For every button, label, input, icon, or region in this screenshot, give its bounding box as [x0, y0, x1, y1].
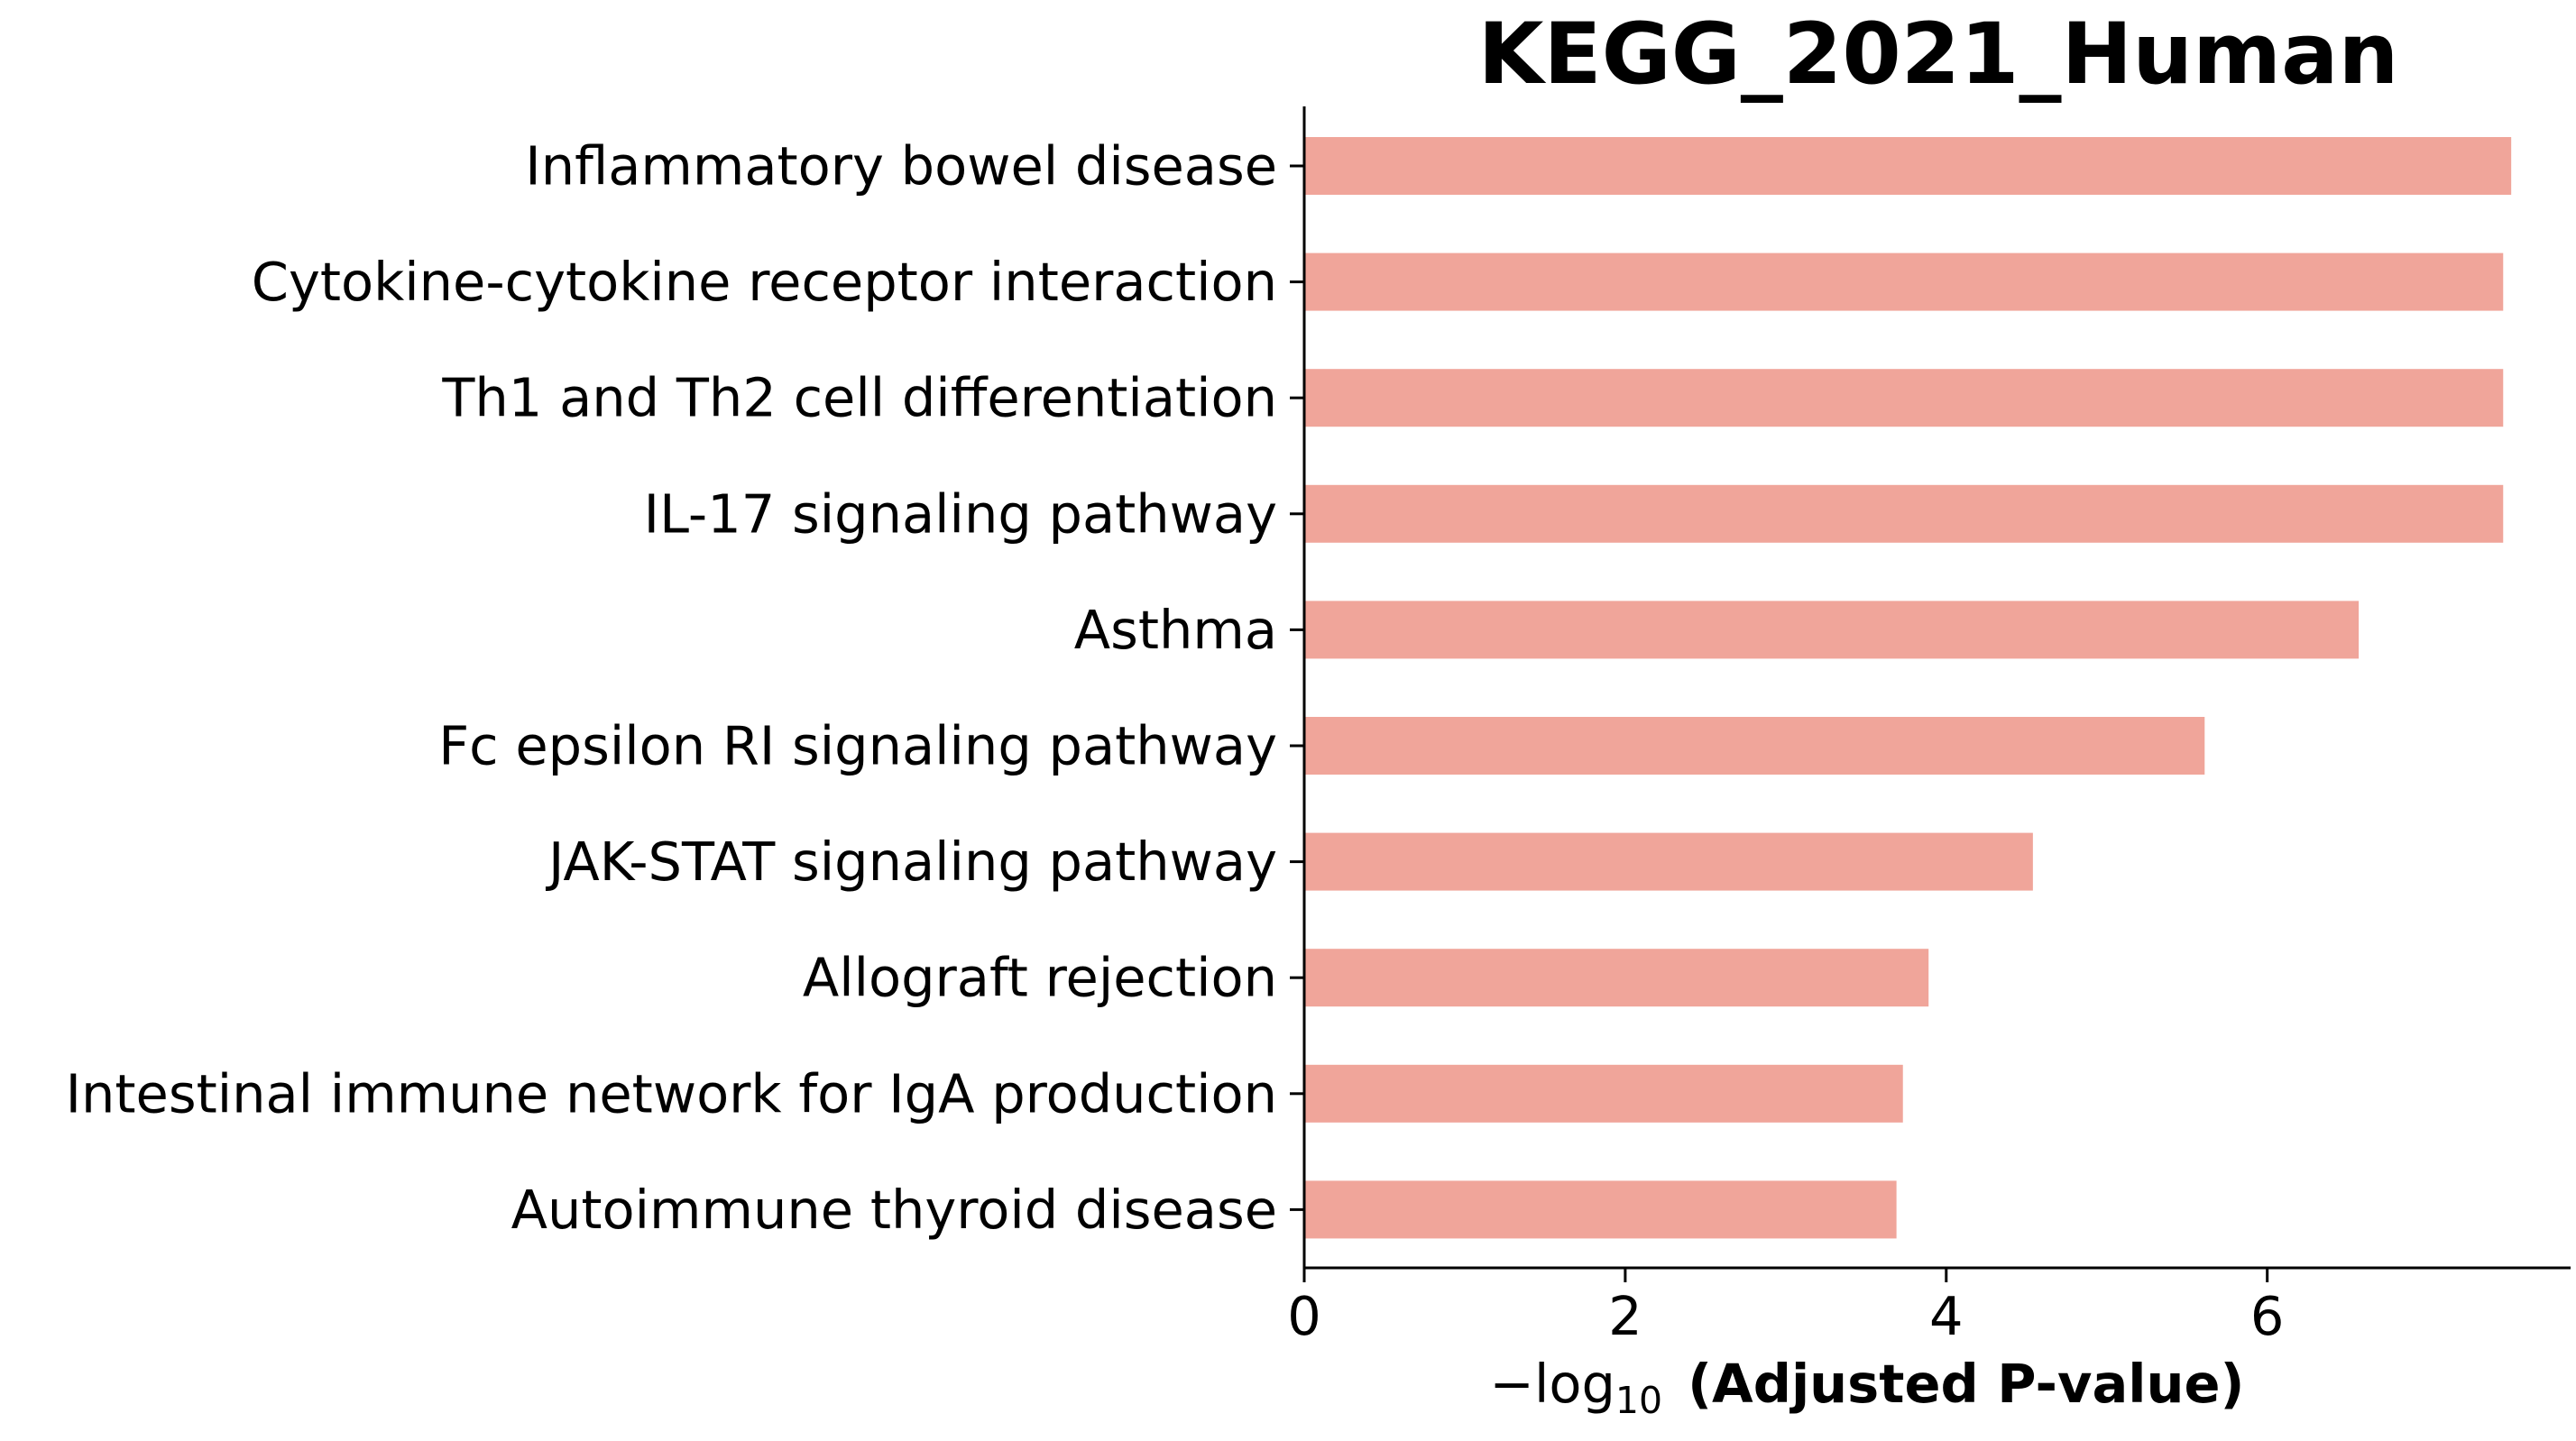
bar-10 — [1304, 1180, 1897, 1239]
bar-6 — [1304, 717, 2205, 775]
x-ticks: 0 2 4 6 — [1287, 1268, 2284, 1347]
bars — [1304, 137, 2512, 1239]
bar-9 — [1304, 1064, 1903, 1123]
category-label-6: Fc epsilon RI signaling pathway — [438, 715, 1277, 777]
bar-5 — [1304, 601, 2360, 659]
x-axis-label: −log10 (Adjusted P-value) — [1490, 1353, 2245, 1422]
bar-3 — [1304, 369, 2504, 427]
bar-8 — [1304, 949, 1929, 1007]
x-tick-label-1: 0 — [1287, 1285, 1321, 1347]
category-label-1: Inflammatory bowel disease — [525, 135, 1277, 197]
x-axis-label-main: (Adjusted P-value) — [1688, 1353, 2244, 1415]
category-label-2: Cytokine-cytokine receptor interaction — [252, 251, 1277, 313]
chart-title: KEGG_2021_Human — [1478, 5, 2399, 104]
x-axis-label-subscript: 10 — [1615, 1379, 1662, 1422]
category-label-5: Asthma — [1074, 599, 1277, 661]
category-label-4: IL-17 signaling pathway — [644, 482, 1277, 545]
category-label-3: Th1 and Th2 cell differentiation — [441, 367, 1277, 429]
category-label-7: JAK-STAT signaling pathway — [545, 831, 1277, 893]
category-label-9: Intestinal immune network for IgA produc… — [66, 1062, 1277, 1124]
bar-7 — [1304, 832, 2033, 891]
bar-1 — [1304, 137, 2512, 195]
bar-2 — [1304, 252, 2504, 311]
category-label-8: Allograft rejection — [803, 947, 1277, 1009]
x-tick-label-3: 4 — [1929, 1285, 1964, 1347]
x-axis-label-prefix: −log — [1490, 1353, 1615, 1415]
category-label-10: Autoimmune thyroid disease — [511, 1179, 1277, 1241]
category-labels: Inflammatory bowel disease Cytokine-cytok… — [66, 135, 1304, 1241]
bar-4 — [1304, 484, 2504, 543]
x-tick-label-4: 6 — [2250, 1285, 2285, 1347]
x-tick-label-2: 2 — [1608, 1285, 1642, 1347]
